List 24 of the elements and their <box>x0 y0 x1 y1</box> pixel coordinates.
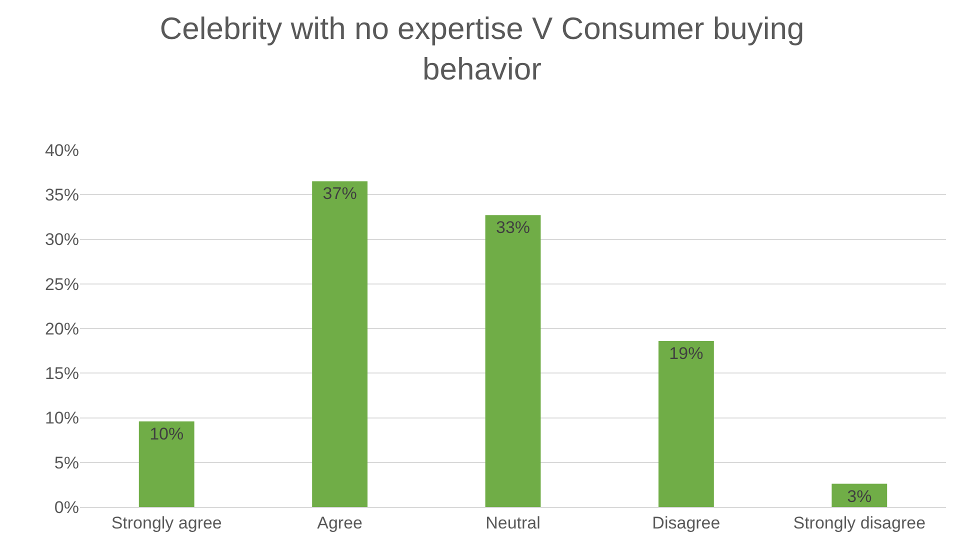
y-tick-label: 5% <box>54 453 79 472</box>
bar <box>312 181 368 507</box>
bar <box>658 340 714 507</box>
y-tick-label: 30% <box>44 230 79 250</box>
x-tick-label: Strongly agree <box>111 513 222 532</box>
y-tick-label: 25% <box>44 274 79 294</box>
bar <box>138 421 194 507</box>
x-tick-label: Disagree <box>652 513 720 532</box>
data-label: 10% <box>150 424 184 444</box>
y-tick-label: 10% <box>44 408 79 428</box>
y-tick-label: 15% <box>44 364 79 384</box>
y-tick-label: 40% <box>44 140 79 160</box>
y-tick-label: 20% <box>44 319 79 338</box>
y-tick-label: 35% <box>44 186 79 205</box>
data-label: 19% <box>669 344 704 363</box>
data-label: 37% <box>322 184 357 204</box>
data-label: 3% <box>847 486 872 506</box>
chart-title: Celebrity with no expertise V Consumer buying behavior <box>160 10 804 86</box>
data-label: 33% <box>496 218 530 238</box>
x-tick-label: Neutral <box>486 513 540 532</box>
x-tick-label: Strongly disagree <box>793 513 926 532</box>
x-tick-label: Agree <box>317 513 362 532</box>
y-tick-label: 0% <box>54 498 79 517</box>
bar <box>485 215 541 507</box>
